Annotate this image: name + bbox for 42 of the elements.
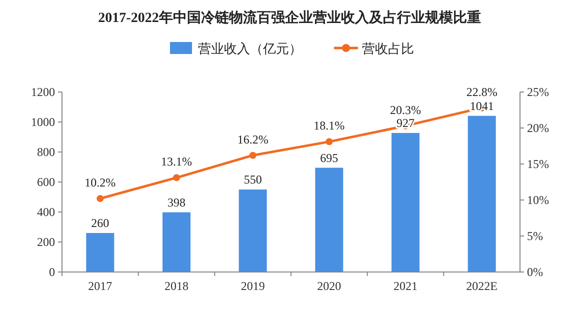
bar: [315, 168, 344, 272]
x-tick-label: 2017: [88, 279, 112, 293]
data-label: 18.1%: [314, 118, 345, 133]
bar: [86, 233, 114, 272]
y2-tick-label: 0%: [527, 265, 543, 279]
data-label: 16.2%: [237, 132, 268, 146]
chart-title: 2017-2022年中国冷链物流百强企业营业收入及占行业规模比重: [98, 9, 481, 26]
data-label: 398: [168, 195, 186, 210]
bar: [162, 212, 190, 272]
y2-tick-label: 20%: [527, 121, 549, 135]
x-tick-label: 2019: [240, 279, 265, 293]
x-tick-label: 2020: [317, 279, 342, 293]
data-label: 550: [244, 172, 262, 186]
point: [249, 152, 256, 159]
y-tick-label: 600: [37, 175, 55, 189]
data-label: 13.1%: [161, 154, 192, 169]
point: [173, 174, 180, 182]
legend-label: 营收占比: [362, 41, 414, 56]
y-tick-label: 800: [37, 145, 55, 159]
y2-tick-label: 25%: [527, 85, 549, 99]
data-label: 695: [320, 150, 338, 165]
legend-label: 营业收入（亿元）: [198, 41, 302, 56]
bar: [468, 116, 496, 272]
data-label: 22.8%: [466, 84, 498, 99]
bar: [392, 132, 420, 272]
y-tick-label: 400: [37, 205, 55, 219]
x-tick-label: 2018: [164, 279, 188, 293]
data-label: 260: [91, 216, 110, 230]
y-tick-label: 0: [49, 265, 55, 279]
y2-tick-label: 15%: [527, 157, 549, 171]
data-label: 20.3%: [390, 102, 421, 117]
point: [96, 195, 104, 202]
bar: [238, 190, 267, 272]
y-tick-label: 1200: [31, 85, 55, 99]
y-tick-label: 200: [37, 235, 55, 249]
data-label: 10.2%: [84, 176, 116, 190]
y-tick-label: 1000: [31, 115, 55, 129]
y2-tick-label: 5%: [527, 229, 543, 243]
x-tick-label: 2021: [394, 279, 418, 293]
x-tick-label: 2022E: [466, 279, 498, 293]
point: [326, 138, 333, 146]
y2-tick-label: 10%: [527, 193, 549, 207]
